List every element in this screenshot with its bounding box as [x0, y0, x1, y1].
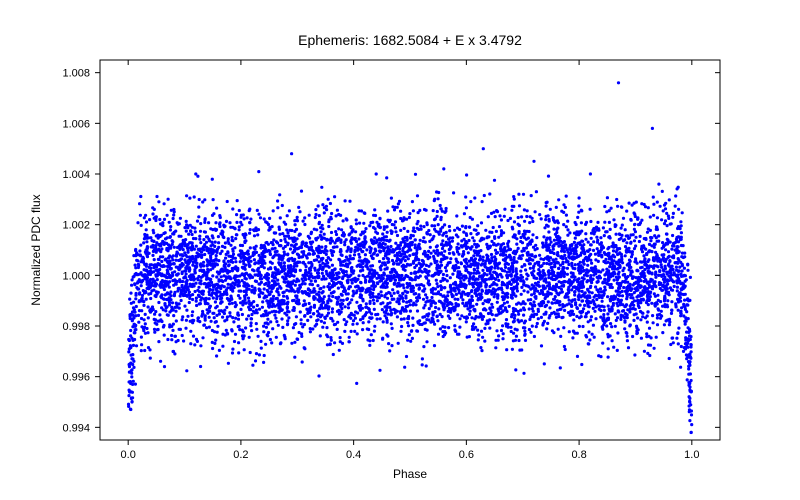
y-tick-label: 1.000 [62, 270, 90, 282]
y-tick-label: 1.006 [62, 118, 90, 130]
y-tick-label: 1.002 [62, 220, 90, 232]
x-tick-label: 1.0 [684, 449, 699, 461]
y-tick-label: 0.996 [62, 372, 90, 384]
y-axis-label: Normalized PDC flux [29, 194, 43, 305]
x-tick-label: 0.6 [459, 449, 474, 461]
x-tick-label: 0.4 [346, 449, 361, 461]
x-axis-label: Phase [393, 467, 427, 481]
chart-title: Ephemeris: 1682.5084 + E x 3.4792 [298, 32, 522, 48]
scatter-chart: 0.0 0.2 0.4 0.6 0.8 1.0 0.994 0.996 0.998 1.000 1.… [0, 0, 800, 500]
y-tick-label: 1.004 [62, 169, 90, 181]
x-tick-label: 0.2 [233, 449, 248, 461]
y-tick-label: 1.008 [62, 68, 90, 80]
chart-container: 0.0 0.2 0.4 0.6 0.8 1.0 0.994 0.996 0.998 1.000 1.… [0, 0, 800, 500]
x-tick-label: 0.0 [121, 449, 136, 461]
x-tick-label: 0.8 [571, 449, 586, 461]
y-tick-label: 0.998 [62, 321, 90, 333]
y-tick-label: 0.994 [62, 422, 90, 434]
